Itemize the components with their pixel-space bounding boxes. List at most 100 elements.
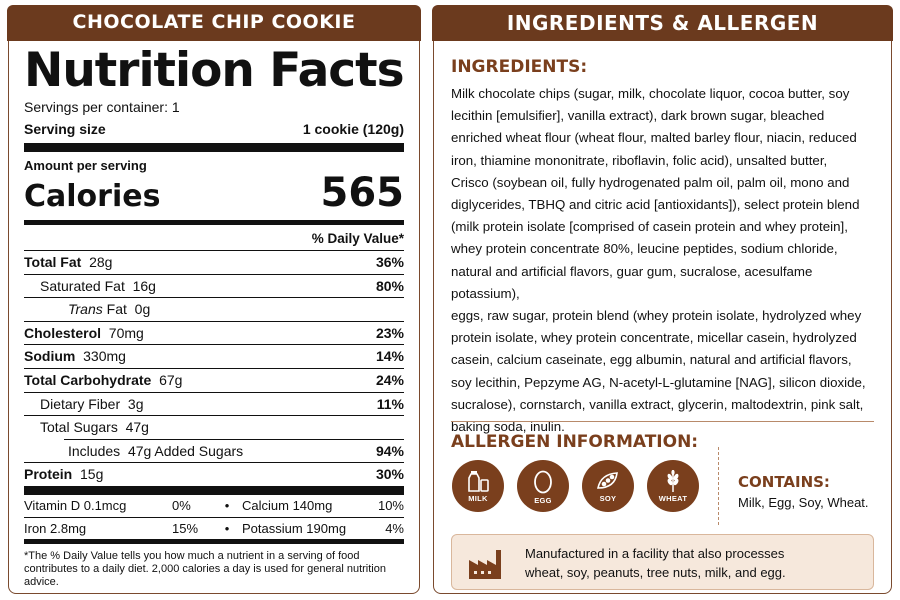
nutrient-row-total-carbohydrate: Total Carbohydrate 67g 24% [24,367,404,392]
product-name-banner: CHOCOLATE CHIP COOKIE [7,5,421,41]
calories-label: Calories [24,179,161,214]
allergen-icons: MILK EGG SOY WHEAT [452,460,699,512]
nutrient-row-added-sugars: Includes 47g Added Sugars 94% [64,438,404,463]
ingredients-line: Crisco (soybean oil, fully hydrogenated … [451,174,850,190]
nutrient-name: Total Fat [24,254,82,270]
ingredients-line: casein, calcium caseinate, egg albumin, … [451,352,852,368]
allergen-title: ALLERGEN INFORMATION: [451,432,699,452]
nutrient-amount: 3g [127,395,144,412]
nutrient-name: Trans [68,301,103,318]
nutrient-name: Sodium [24,348,76,365]
allergen-badge-milk: MILK [452,460,504,512]
facility-line: wheat, soy, peanuts, tree nuts, milk, an… [525,565,786,580]
nutrient-dv: 24% [375,371,404,388]
nutrient-dv: 30% [375,466,404,483]
allergen-label: WHEAT [658,493,688,503]
vitamin-row: Vitamin D 0.1mcg 0% • Calcium 140mg 10% [24,495,404,517]
nutrient-amount: 47g [125,419,149,436]
nutrient-dv: 23% [375,324,404,341]
contains-text: Milk, Egg, Soy, Wheat. [738,495,869,510]
allergen-label: MILK [468,493,488,503]
ingredients-line: whey protein concentrate 80%, leucine pe… [451,241,838,257]
ingredients-panel: INGREDIENTS & ALLERGEN INFORMATION INGRE… [432,5,893,594]
allergen-badge-egg: EGG [517,460,569,512]
vitamin-name: Iron 2.8mg [24,520,87,536]
nutrient-amount: 16g [132,277,156,294]
mineral-name: Potassium 190mg [242,520,347,536]
serving-size-value: 1 cookie (120g) [302,121,404,137]
mineral-dv: 4% [385,520,404,536]
vitamin-name: Vitamin D 0.1mcg [24,497,127,513]
ingredients-line: lecithin [emulsifier], vanilla extract),… [451,108,825,124]
nutrient-dv: 94% [375,442,404,459]
nutrient-name: Dietary Fiber [40,395,121,412]
allergen-badge-soy: SOY [582,460,634,512]
serving-size-row: Serving size 1 cookie (120g) [24,121,404,143]
allergen-label: EGG [534,495,552,505]
nutrient-row-cholesterol: Cholesterol 70mg 23% [24,320,404,345]
bullet-separator: • [224,520,230,536]
nutrient-name-rest: Fat [106,301,127,318]
ingredients-banner: INGREDIENTS & ALLERGEN INFORMATION [432,5,893,71]
daily-value-footnote: *The % Daily Value tells you how much a … [24,549,386,588]
vitamin-dv: 15% [172,520,199,536]
nutrient-row-dietary-fiber: Dietary Fiber 3g 11% [24,391,404,416]
facility-text: Manufactured in a facility that also pro… [525,544,786,582]
nutrient-row-saturated-fat: Saturated Fat 16g 80% [24,273,404,298]
nutrient-amount: 47g Added Sugars [127,442,244,459]
soybean-icon [597,471,618,489]
nutrition-facts-panel: CHOCOLATE CHIP COOKIE Nutrition Facts Se… [7,5,421,594]
ingredients-line: Milk chocolate chips (sugar, milk, choco… [451,86,850,101]
nutrient-amount: 15g [80,466,104,483]
section-divider [451,421,874,422]
nutrient-name: Cholesterol [24,324,102,341]
ingredients-line: eggs, raw sugar, protein blend (whey pro… [451,308,862,324]
ingredients-line: soy lecithin, Pepzyme AG, N-acetyl-L-glu… [451,374,866,390]
allergen-label: SOY [599,493,617,503]
ingredients-line: natural and artificial flavors, guar gum… [451,263,813,301]
nutrient-dv: 80% [375,277,404,294]
nutrient-row-trans-fat: Trans Fat 0g [24,297,404,321]
daily-value-header: % Daily Value* [311,231,404,246]
facility-line: Manufactured in a facility that also pro… [525,546,785,561]
nutrient-dv: 11% [376,395,404,412]
nutrient-row-sodium: Sodium 330mg 14% [24,344,404,368]
medium-divider [24,220,404,225]
ingredients-line: baking soda, inulin. [451,419,565,435]
ingredients-line: enriched wheat flour (wheat flour, malte… [451,130,857,146]
dashed-divider [718,447,719,525]
nutrient-name: Protein [24,466,73,483]
nutrient-row-total-sugars: Total Sugars 47g [24,415,404,439]
mineral-dv: 10% [377,497,404,513]
nutrient-name: Saturated Fat [40,277,125,294]
servings-per-container: Servings per container: 1 [24,99,180,115]
milk-carton-icon [468,470,489,492]
bullet-separator: • [224,497,230,513]
facility-notice: Manufactured in a facility that also pro… [451,534,874,590]
nutrient-name: Total Sugars [40,419,118,436]
calories-value: 565 [320,170,405,216]
thick-divider [24,485,404,495]
nutrient-amount: 28g [89,254,113,270]
wheat-icon [667,469,679,492]
nutrition-label: Nutrition Facts Servings per container: … [24,45,405,589]
nutrient-amount: 67g [159,371,183,388]
vitamin-dv: 0% [172,497,191,513]
nutrient-dv: 14% [375,348,404,365]
ingredients-line: (milk protein isolate [comprised of case… [451,219,848,235]
ingredients-line: sucralose), cornstarch, vanilla extract,… [451,396,864,412]
nutrient-row-protein: Protein 15g 30% [24,462,404,486]
thick-divider [24,143,404,152]
amount-per-serving: Amount per serving [24,158,147,173]
nutrient-dv: 36% [375,254,404,270]
serving-size-label: Serving size [24,121,106,137]
ingredients-line: diglycerides, TBHQ and citric acid [anti… [451,197,860,213]
medium-divider [24,538,404,544]
nutrient-row-total-fat: Total Fat 28g 36% [24,250,404,274]
nutrient-name: Total Carbohydrate [24,371,152,388]
nutrient-amount: 70mg [108,324,144,341]
ingredients-text: Milk chocolate chips (sugar, milk, choco… [451,83,877,438]
factory-icon [469,550,501,579]
vitamin-row: Iron 2.8mg 15% • Potassium 190mg 4% [24,516,404,539]
egg-icon [534,470,552,493]
